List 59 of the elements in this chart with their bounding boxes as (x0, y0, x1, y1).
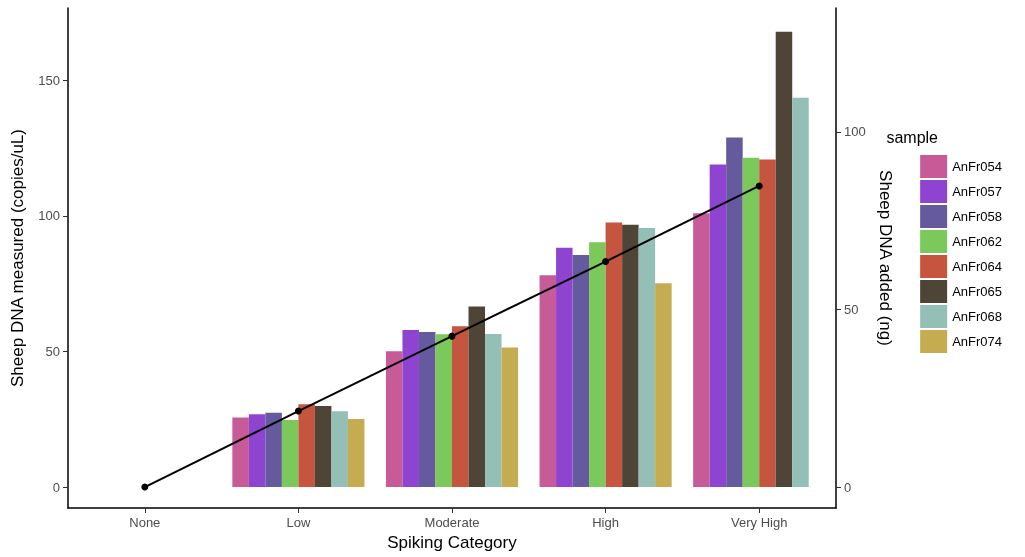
bar (385, 351, 403, 488)
legend-label: AnFr054 (952, 159, 1003, 174)
bar (759, 159, 776, 488)
bar (501, 347, 519, 488)
bar (452, 326, 469, 488)
bar (572, 254, 590, 488)
x-tick-label: Very High (731, 515, 788, 530)
bar (726, 137, 743, 488)
bar (418, 331, 436, 488)
bar (709, 164, 727, 488)
y2-tick-label: 0 (844, 479, 852, 495)
bar (655, 283, 672, 488)
bar (792, 97, 809, 488)
x-tick-label: Moderate (424, 515, 480, 530)
legend-label: AnFr068 (952, 309, 1003, 324)
bar (232, 417, 249, 488)
bar (539, 275, 557, 488)
y2-tick-label: 50 (844, 301, 859, 317)
bar (556, 247, 573, 488)
x-axis-title: Spiking Category (387, 533, 518, 552)
legend-label: AnFr058 (952, 209, 1003, 224)
legend-label: AnFr074 (952, 334, 1003, 349)
x-tick-label: High (592, 515, 619, 530)
y-tick-label: 0 (52, 479, 60, 495)
bar (485, 334, 502, 488)
bar (589, 242, 606, 488)
bar (347, 419, 365, 488)
point (141, 483, 149, 491)
bar (622, 224, 639, 488)
x-tick-label: None (129, 515, 161, 530)
bar (435, 334, 452, 488)
y2-tick-label: 100 (844, 124, 866, 140)
bar (605, 222, 623, 488)
bar (298, 404, 315, 488)
bar (314, 405, 332, 488)
y-tick-label: 50 (45, 343, 60, 359)
bar (468, 306, 486, 488)
bar (693, 213, 710, 488)
x-tick-label: Low (286, 515, 311, 530)
point (294, 407, 302, 415)
y-tick-label: 100 (38, 208, 60, 224)
y-axis-title: Sheep DNA measured (copies/uL) (8, 129, 27, 387)
legend-title: sample (886, 128, 939, 146)
bar (331, 411, 348, 488)
bar (248, 414, 266, 488)
y2-axis-title: Sheep DNA added (ng) (875, 170, 895, 346)
bar (775, 31, 793, 488)
bar (281, 420, 299, 488)
bar (402, 330, 419, 488)
legend-label: AnFr062 (952, 234, 1003, 249)
legend-label: AnFr057 (952, 184, 1003, 199)
bar (265, 412, 282, 488)
point (602, 258, 610, 266)
bar (638, 228, 656, 488)
legend-label: AnFr065 (952, 284, 1003, 299)
point (755, 182, 763, 190)
y-tick-label: 150 (38, 72, 60, 88)
bar (742, 157, 760, 488)
legend-label: AnFr064 (952, 259, 1003, 274)
